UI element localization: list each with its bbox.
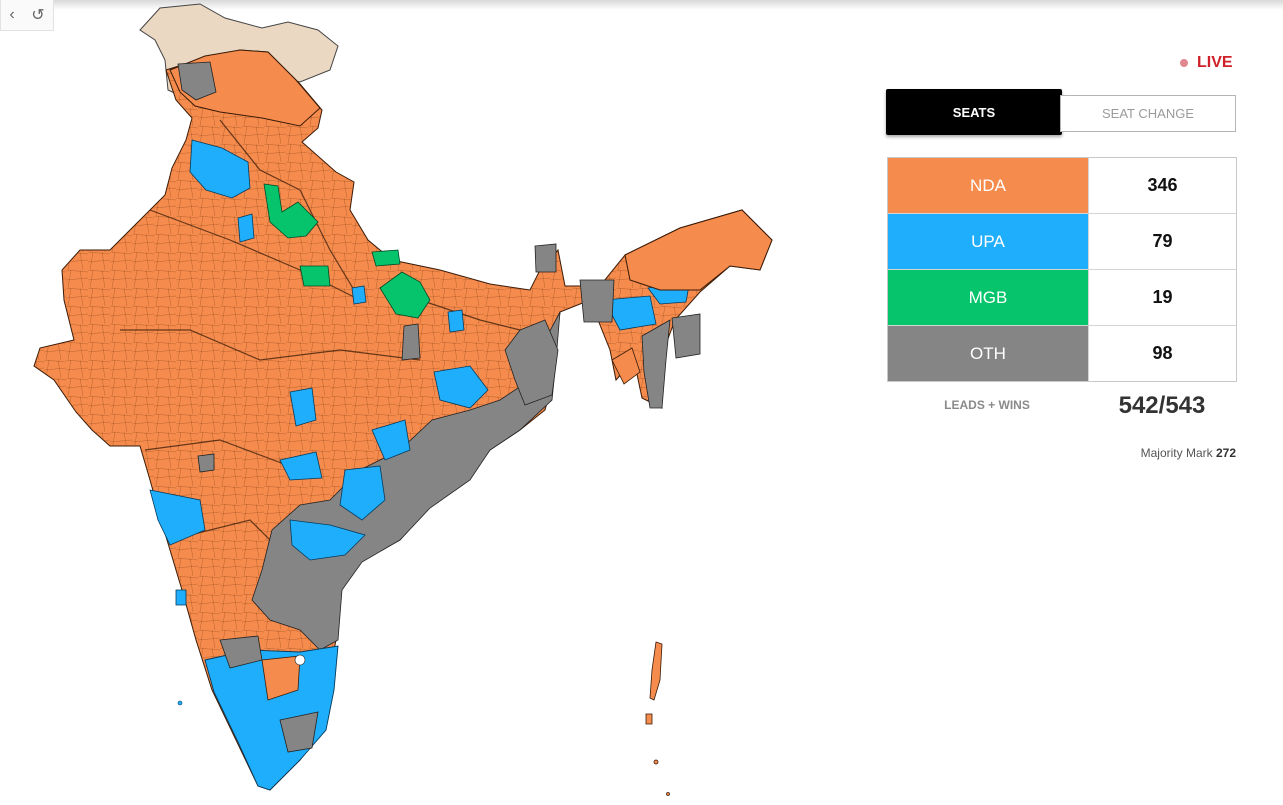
- tally-row-oth: OTH 98: [888, 325, 1236, 381]
- party-seats: 79: [1088, 214, 1236, 269]
- top-shadow: [0, 0, 1283, 10]
- party-name: NDA: [888, 158, 1088, 213]
- region-south-upa[interactable]: [204, 645, 339, 791]
- tally-row-mgb: MGB 19: [888, 269, 1236, 325]
- leads-wins-label: LEADS + WINS: [944, 398, 1030, 412]
- oth-patches[interactable]: [197, 243, 701, 473]
- map-svg: [33, 3, 773, 796]
- party-name: OTH: [888, 326, 1088, 381]
- party-name: UPA: [888, 214, 1088, 269]
- seat-tally-table: NDA 346 UPA 79 MGB 19 OTH 98: [887, 157, 1237, 382]
- region-northeast-nda[interactable]: [624, 209, 773, 291]
- party-seats: 346: [1088, 158, 1236, 213]
- island-lakshadweep[interactable]: [177, 700, 183, 706]
- tab-seat-change[interactable]: SEAT CHANGE: [1060, 95, 1236, 132]
- live-dot-icon: [1180, 59, 1188, 67]
- region-south-nda[interactable]: [261, 655, 301, 701]
- live-label: LIVE: [1197, 54, 1233, 71]
- map-toolbar: ‹ ↺: [0, 0, 54, 31]
- region-southeast-oth[interactable]: [251, 311, 561, 651]
- majority-label: Majority Mark: [1140, 446, 1213, 460]
- reset-icon[interactable]: ↺: [31, 7, 45, 24]
- tally-row-nda: NDA 346: [888, 158, 1236, 213]
- region-south-oth-2[interactable]: [279, 711, 319, 753]
- majority-value: 272: [1215, 446, 1236, 460]
- region-bihar-oth[interactable]: [504, 319, 559, 406]
- party-seats: 98: [1088, 326, 1236, 381]
- live-indicator: LIVE: [1180, 54, 1233, 72]
- map-hole: [294, 654, 306, 666]
- mgb-patches[interactable]: [263, 183, 431, 319]
- india-constituency-map[interactable]: [0, 0, 820, 800]
- region-north-oth[interactable]: [177, 61, 217, 101]
- leads-wins-value: 542/543: [1118, 392, 1206, 419]
- chevron-left-icon[interactable]: ‹: [9, 6, 15, 23]
- party-name: MGB: [888, 270, 1088, 325]
- tally-row-upa: UPA 79: [888, 213, 1236, 269]
- region-northeast-nda-2[interactable]: [611, 347, 641, 385]
- majority-mark: Majority Mark 272: [1060, 446, 1236, 460]
- party-seats: 19: [1088, 270, 1236, 325]
- view-tabs: SEATS SEAT CHANGE: [886, 89, 1236, 135]
- islands-nda[interactable]: [645, 641, 670, 796]
- tab-seats[interactable]: SEATS: [886, 89, 1062, 135]
